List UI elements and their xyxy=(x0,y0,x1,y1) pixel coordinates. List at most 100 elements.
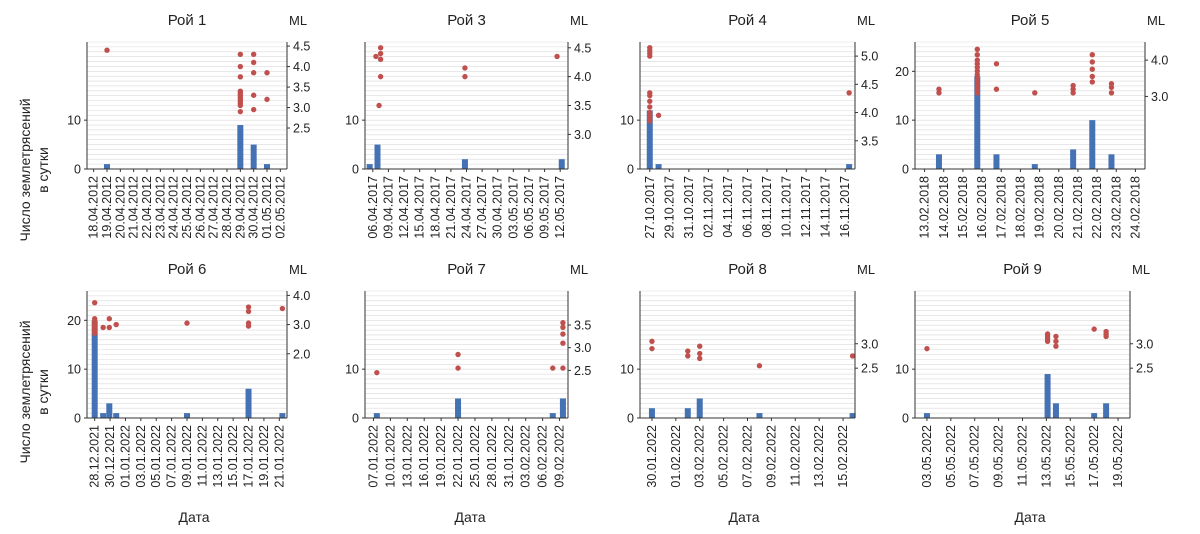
right-tick-label: 3.0 xyxy=(293,101,310,115)
magnitude-point xyxy=(106,316,113,322)
x-tick-label: 09.02.2022 xyxy=(764,425,778,488)
count-bar xyxy=(559,398,566,418)
magnitude-point xyxy=(1089,52,1095,58)
x-tick-label: 17.01.2022 xyxy=(242,425,256,488)
x-tick-label: 05.02.2022 xyxy=(717,425,731,488)
count-bar xyxy=(684,408,691,418)
x-tick-label: 24.04.2012 xyxy=(167,176,181,239)
magnitude-point xyxy=(974,90,980,96)
right-tick-label: 3.5 xyxy=(574,319,591,333)
x-tick-label: 13.01.2022 xyxy=(400,425,414,488)
x-tick-label: 28.04.2012 xyxy=(220,176,234,239)
magnitude-point xyxy=(377,56,384,63)
x-tick-label: 31.01.2022 xyxy=(502,425,516,488)
magnitude-point xyxy=(245,323,252,329)
count-bar xyxy=(1103,403,1110,418)
ml-axis-label: ML xyxy=(857,13,875,28)
right-tick-label: 3.0 xyxy=(293,318,310,332)
right-tick-label: 2.0 xyxy=(293,347,310,361)
count-bar xyxy=(1044,374,1051,418)
magnitude-point xyxy=(685,348,691,354)
count-bar xyxy=(1052,403,1059,418)
x-tick-label: 01.02.2022 xyxy=(669,425,683,488)
x-tick-label: 13.02.2018 xyxy=(918,176,932,239)
magnitude-point xyxy=(250,92,257,98)
magnitude-point xyxy=(1108,84,1115,91)
magnitude-point xyxy=(374,369,380,376)
right-tick-label: 2.5 xyxy=(1136,362,1153,376)
ml-axis-label: ML xyxy=(570,13,588,28)
chart-panel: Рой 6 ML 0 10 20 2.0 3.0 4.0 28.12.2021 30.12.202… xyxy=(67,261,310,488)
right-tick-label: 3.0 xyxy=(574,341,591,355)
magnitude-point xyxy=(1091,326,1097,332)
x-tick-label: 11.01.2022 xyxy=(195,425,209,487)
left-tick-label: 0 xyxy=(627,163,634,177)
x-tick-label: 31.10.2017 xyxy=(682,176,696,239)
x-tick-label: 15.02.2018 xyxy=(956,176,970,239)
chart-title: Рой 9 xyxy=(1003,261,1042,278)
magnitude-point xyxy=(756,363,763,369)
count-bar xyxy=(993,154,1000,169)
count-bar xyxy=(264,164,270,169)
x-tick-label: 15.05.2022 xyxy=(1063,425,1077,488)
chart-title: Рой 5 xyxy=(1011,12,1050,29)
left-tick-label: 0 xyxy=(74,163,81,177)
chart-panel: Рой 1 ML 0 10 2.5 3.0 3.5 4.0 4.5 18.04.2012 19.04… xyxy=(67,12,310,239)
x-tick-label: 19.01.2022 xyxy=(434,425,448,488)
magnitude-point xyxy=(697,343,703,349)
x-tick-label: 09.05.2017 xyxy=(538,176,552,239)
count-bar xyxy=(279,413,286,418)
right-tick-label: 4.0 xyxy=(861,106,878,120)
magnitude-point xyxy=(113,321,119,328)
count-bar xyxy=(549,413,556,418)
x-tick-label: 03.02.2022 xyxy=(519,425,533,488)
magnitude-point xyxy=(245,304,252,310)
magnitude-point xyxy=(649,338,655,345)
x-tick-label: 21.04.2012 xyxy=(127,176,141,239)
y-axis-label-line-1: Число землетрясений xyxy=(17,98,33,241)
count-bar xyxy=(100,413,107,418)
count-bar xyxy=(366,164,373,169)
left-tick-label: 10 xyxy=(895,114,909,128)
x-tick-label: 22.01.2022 xyxy=(451,425,465,488)
count-bar xyxy=(756,413,763,418)
right-tick-label: 4.0 xyxy=(293,289,310,303)
x-tick-label: 09.01.2022 xyxy=(180,425,194,488)
count-bar xyxy=(250,144,257,169)
magnitude-point xyxy=(237,74,244,80)
magnitude-point xyxy=(974,52,980,58)
x-tick-label: 30.04.2012 xyxy=(247,176,261,239)
x-tick-label: 11.02.2022 xyxy=(788,425,802,487)
ml-axis-label: ML xyxy=(1132,262,1150,277)
x-tick-label: 20.04.2012 xyxy=(113,176,127,239)
ml-axis-label: ML xyxy=(857,262,875,277)
magnitude-point xyxy=(264,70,270,76)
magnitude-point xyxy=(237,102,244,109)
magnitude-point xyxy=(462,65,468,71)
magnitude-point xyxy=(1089,66,1095,72)
ml-axis-label: ML xyxy=(1147,13,1165,28)
x-tick-label: 22.04.2012 xyxy=(140,176,154,239)
x-tick-label: 29.10.2017 xyxy=(662,176,676,239)
left-tick-label: 0 xyxy=(74,412,81,426)
x-tick-label: 12.11.2017 xyxy=(799,176,813,238)
x-tick-label: 11.05.2022 xyxy=(1016,425,1030,487)
ml-axis-label: ML xyxy=(289,262,307,277)
magnitude-point xyxy=(647,98,653,104)
right-tick-label: 4.0 xyxy=(574,70,591,84)
left-tick-label: 0 xyxy=(627,412,634,426)
count-bar xyxy=(1108,154,1115,169)
magnitude-point xyxy=(91,299,98,306)
magnitude-point xyxy=(647,53,653,59)
count-bar xyxy=(104,164,110,169)
x-axis-label: Дата xyxy=(454,509,485,525)
magnitude-point xyxy=(560,331,566,337)
magnitude-point xyxy=(1032,90,1038,96)
x-tick-label: 01.01.2022 xyxy=(118,425,132,488)
x-tick-label: 30.04.2017 xyxy=(491,176,505,239)
count-bar xyxy=(974,76,981,169)
chart-panel: Рой 9 ML 0 10 2.5 3.0 03.05.2022 05.05.2022 07.0… xyxy=(895,261,1153,488)
y-axis-label-line-1: Число землетрясений xyxy=(17,320,33,463)
magnitude-point xyxy=(250,59,257,66)
count-bar xyxy=(237,125,244,169)
